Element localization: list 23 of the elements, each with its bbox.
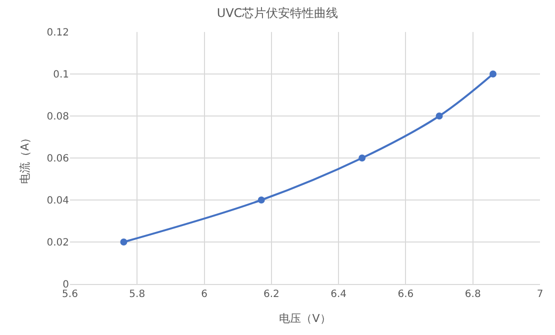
- y-tick-label: 0.04: [46, 196, 69, 206]
- point: [490, 70, 496, 78]
- point: [358, 154, 366, 162]
- y-tick-label: 0.12: [46, 28, 69, 38]
- x-axis-title: 电压（V）: [279, 312, 331, 326]
- y-axis-title: 电流（A）: [18, 132, 32, 184]
- y-tick-label: 0: [62, 280, 69, 290]
- x-tick-label: 5.6: [62, 289, 78, 300]
- x-tick-label: 6: [201, 289, 208, 300]
- y-tick-label: 0.08: [46, 112, 69, 122]
- x-tick-label: 6.8: [464, 289, 481, 300]
- y-tick-label: 0.06: [46, 154, 69, 164]
- y-tick-label: 0.02: [46, 238, 69, 248]
- chart-title: UVC芯片伏安特性曲线: [216, 6, 338, 20]
- y-tick-label: 0.1: [53, 70, 69, 80]
- point: [258, 196, 265, 204]
- point: [436, 112, 443, 120]
- x-tick-label: 6.2: [263, 289, 280, 300]
- x-tick-label: 6.4: [330, 289, 347, 300]
- x-tick-label: 5.8: [129, 289, 146, 300]
- x-tick-label: 7: [536, 289, 544, 300]
- point: [120, 238, 128, 246]
- x-tick-label: 6.6: [398, 289, 414, 300]
